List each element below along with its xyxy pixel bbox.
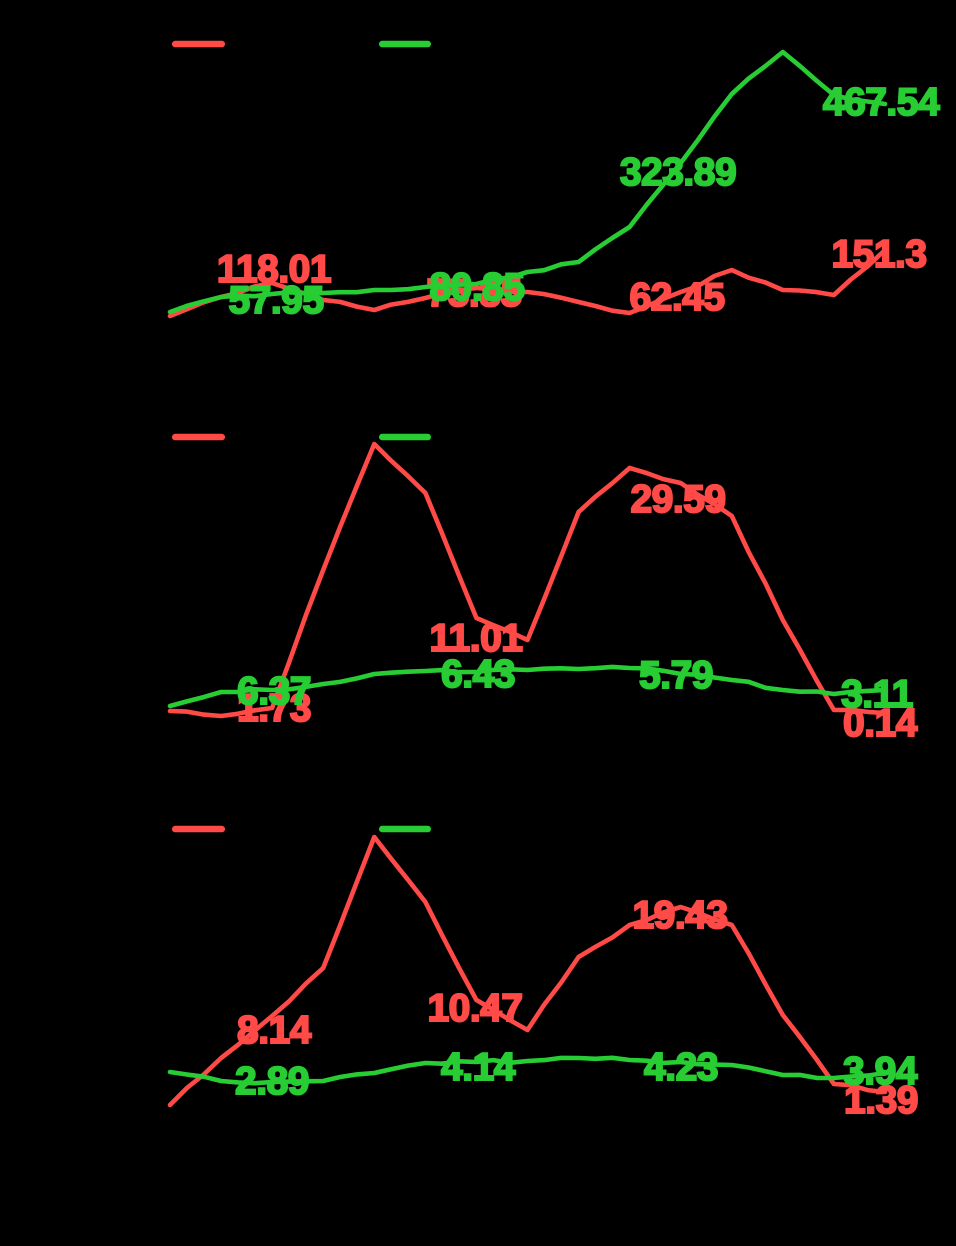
svg-text:3.94: 3.94 bbox=[843, 1050, 918, 1093]
svg-text:6.43: 6.43 bbox=[441, 653, 515, 696]
svg-text:151.3: 151.3 bbox=[831, 233, 926, 276]
svg-text:1.39: 1.39 bbox=[844, 1079, 918, 1122]
svg-text:467.54: 467.54 bbox=[823, 81, 940, 124]
svg-text:6.37: 6.37 bbox=[237, 670, 311, 713]
svg-text:118.01: 118.01 bbox=[217, 248, 331, 291]
svg-text:29.59: 29.59 bbox=[630, 478, 725, 521]
svg-text:57.95: 57.95 bbox=[228, 279, 323, 322]
svg-text:0.14: 0.14 bbox=[843, 702, 918, 745]
svg-text:1.73: 1.73 bbox=[237, 687, 311, 730]
svg-text:19.43: 19.43 bbox=[632, 894, 727, 937]
svg-text:323.89: 323.89 bbox=[620, 151, 736, 194]
svg-text:4.23: 4.23 bbox=[644, 1046, 718, 1089]
svg-text:3.11: 3.11 bbox=[841, 673, 913, 716]
svg-text:2.89: 2.89 bbox=[235, 1060, 309, 1103]
svg-text:10.47: 10.47 bbox=[427, 987, 522, 1030]
svg-text:62.45: 62.45 bbox=[629, 276, 724, 319]
svg-text:11.01: 11.01 bbox=[430, 617, 523, 660]
svg-text:80.85: 80.85 bbox=[429, 266, 524, 309]
svg-text:4.14: 4.14 bbox=[441, 1046, 516, 1089]
svg-text:5.79: 5.79 bbox=[639, 654, 713, 697]
svg-text:8.14: 8.14 bbox=[237, 1009, 312, 1052]
